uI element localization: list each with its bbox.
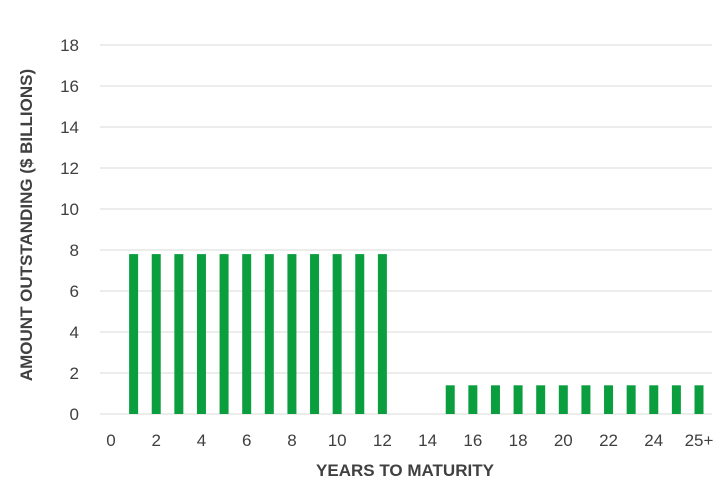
x-tick-label: 24 bbox=[644, 431, 663, 450]
gridlines bbox=[100, 44, 712, 415]
y-tick-label: 2 bbox=[70, 364, 79, 383]
y-tick-label: 6 bbox=[70, 282, 79, 301]
bar-year-3 bbox=[174, 254, 184, 414]
y-tick-label: 14 bbox=[60, 118, 79, 137]
x-axis-ticks: 0 2 4 6 8 10 12 14 16 18 20 22 24 25+ bbox=[106, 431, 713, 450]
x-tick-label: 20 bbox=[554, 431, 573, 450]
bars bbox=[129, 254, 704, 414]
bar-year-18 bbox=[513, 385, 523, 414]
bar-year-16 bbox=[468, 385, 478, 414]
bar-year-15 bbox=[445, 385, 455, 414]
bar-year-25 bbox=[671, 385, 681, 414]
bar-year-23 bbox=[626, 385, 636, 414]
y-tick-label: 4 bbox=[70, 323, 79, 342]
bar-year-4 bbox=[196, 254, 206, 414]
bar-year-19 bbox=[536, 385, 546, 414]
bar-year-26 bbox=[694, 385, 704, 414]
bar-year-22 bbox=[604, 385, 614, 414]
bar-year-8 bbox=[287, 254, 297, 414]
y-tick-label: 12 bbox=[60, 159, 79, 178]
bar-year-2 bbox=[151, 254, 161, 414]
x-tick-label: 14 bbox=[418, 431, 437, 450]
x-tick-label: 4 bbox=[197, 431, 206, 450]
bar-year-17 bbox=[490, 385, 500, 414]
bar-year-21 bbox=[581, 385, 591, 414]
y-tick-label: 10 bbox=[60, 200, 79, 219]
bar-year-6 bbox=[242, 254, 252, 414]
y-tick-label: 8 bbox=[70, 241, 79, 260]
x-tick-label: 16 bbox=[463, 431, 482, 450]
y-tick-label: 18 bbox=[60, 36, 79, 55]
x-tick-label: 10 bbox=[328, 431, 347, 450]
y-tick-label: 16 bbox=[60, 77, 79, 96]
y-axis-title: AMOUNT OUTSTANDING ($ BILLIONS) bbox=[17, 69, 36, 381]
bar-year-7 bbox=[264, 254, 274, 414]
x-tick-label: 0 bbox=[106, 431, 115, 450]
bar-year-12 bbox=[377, 254, 387, 414]
x-tick-label: 22 bbox=[599, 431, 618, 450]
bar-year-1 bbox=[129, 254, 139, 414]
x-tick-label: 25+ bbox=[685, 431, 714, 450]
bar-year-9 bbox=[310, 254, 320, 414]
x-axis-title: YEARS TO MATURITY bbox=[316, 461, 495, 480]
x-tick-label: 18 bbox=[509, 431, 528, 450]
bar-year-24 bbox=[649, 385, 659, 414]
bar-year-5 bbox=[219, 254, 229, 414]
y-axis-ticks: 0 2 4 6 8 10 12 14 16 18 bbox=[60, 36, 79, 424]
x-tick-label: 6 bbox=[242, 431, 251, 450]
bar-year-10 bbox=[332, 254, 342, 414]
bar-year-20 bbox=[558, 385, 568, 414]
x-tick-label: 12 bbox=[373, 431, 392, 450]
x-tick-label: 8 bbox=[287, 431, 296, 450]
y-tick-label: 0 bbox=[70, 405, 79, 424]
bar-year-11 bbox=[355, 254, 365, 414]
x-tick-label: 2 bbox=[151, 431, 160, 450]
